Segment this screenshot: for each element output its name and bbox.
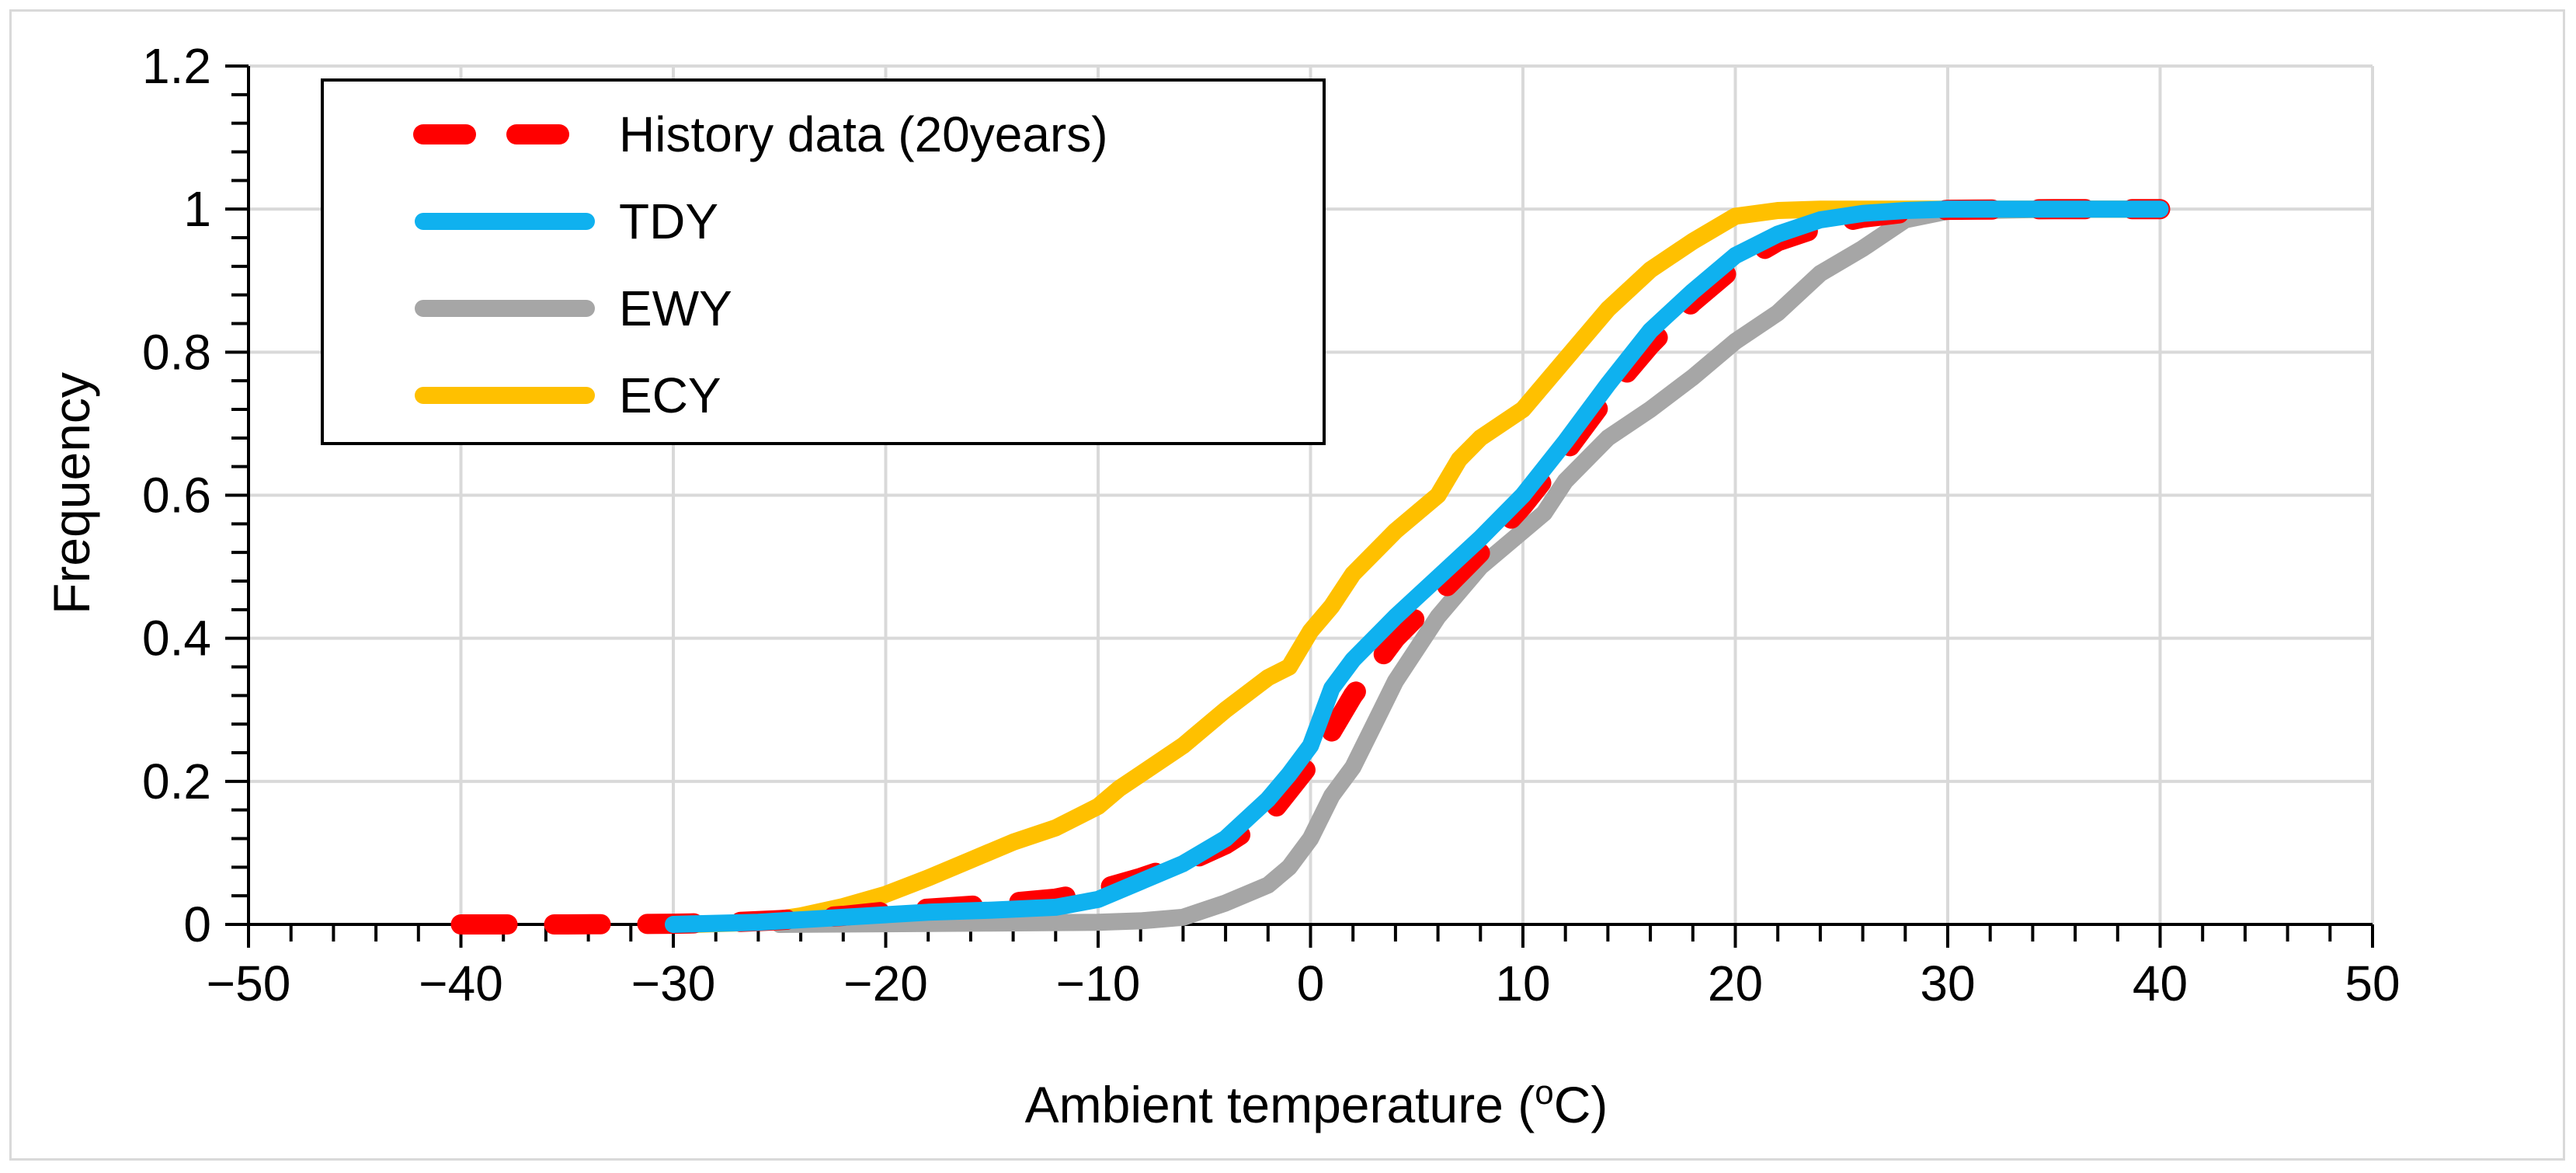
y-tick-label: 0.2 [142,754,211,809]
series-layer [450,199,2171,935]
series-line-ecy [686,200,2169,933]
x-tick-label: 10 [1495,955,1550,1011]
x-tick-label: −50 [207,955,291,1011]
x-tick-label: −30 [631,955,716,1011]
x-tick-label: −20 [843,955,928,1011]
series-line-tdy [665,200,2169,933]
series-line-ewy [770,200,2169,933]
x-tick-label: 0 [1297,955,1325,1011]
x-tick-label: 20 [1708,955,1763,1011]
x-tick-label: 50 [2345,955,2400,1011]
chart-svg: −50 −40 −30 −20 −10 0 10 20 30 40 50 0 0.2 0.4 0.6 0.8 1… [43,38,2400,1133]
legend: History data (20years) TDY EWY ECY [321,78,1326,445]
y-tick-label: 0 [183,896,211,952]
y-tick-label: 0.4 [142,611,211,667]
axes-layer: −50 −40 −30 −20 −10 0 10 20 30 40 50 0 0.2 0.4 0.6 0.8 1… [142,38,2400,1011]
y-tick-label: 0.8 [142,324,211,380]
legend-label: TDY [619,193,718,249]
y-tick-label: 1 [183,181,211,237]
x-tick-label: −10 [1056,955,1141,1011]
y-tick-label: 1.2 [142,38,211,94]
x-tick-label: −40 [419,955,503,1011]
x-tick-label: 40 [2133,955,2188,1011]
legend-box [321,78,1326,445]
x-axis-title: Ambient temperature (oC) [1025,1074,1608,1133]
legend-label: EWY [619,280,732,336]
legend-label: History data (20years) [619,106,1108,162]
chart-frame: −50 −40 −30 −20 −10 0 10 20 30 40 50 0 0.2 0.4 0.6 0.8 1… [9,9,2565,1161]
y-tick-label: 0.6 [142,468,211,524]
axis-labels: Ambient temperature (oC) Frequency [43,372,1608,1133]
y-axis-title: Frequency [43,372,100,614]
legend-label: ECY [619,367,721,423]
x-tick-label: 30 [1920,955,1975,1011]
